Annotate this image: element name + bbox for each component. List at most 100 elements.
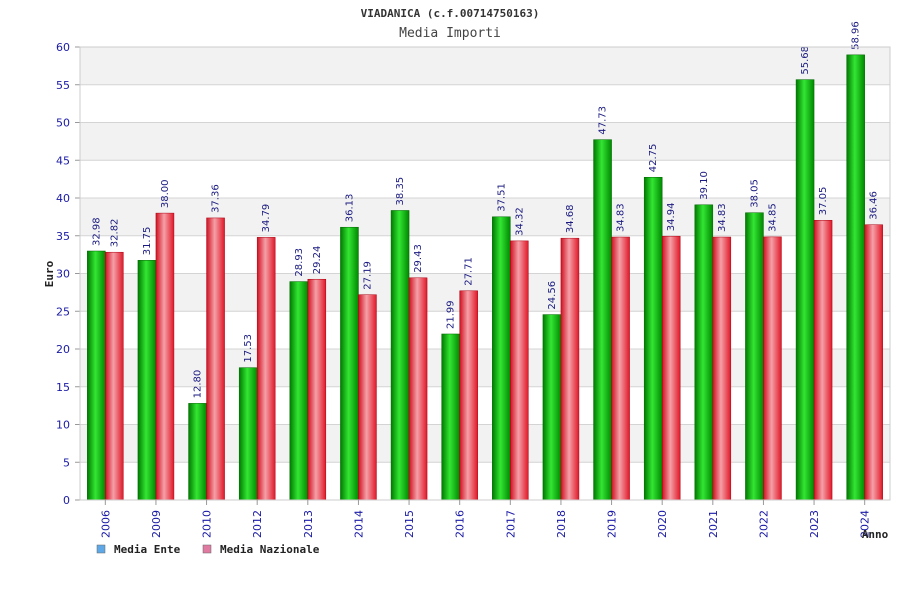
bar-media-ente-2015[interactable] (390, 210, 410, 501)
legend-label-media-nazionale: Media Nazionale (220, 543, 320, 556)
data-label: 55.68 (800, 46, 811, 75)
data-label: 17.53 (243, 334, 254, 363)
x-tick-label: 2010 (201, 510, 214, 538)
y-tick-label: 55 (56, 79, 70, 92)
bar-media-ente-2018[interactable] (542, 314, 562, 501)
bar-media-nazionale-2022[interactable] (763, 236, 782, 501)
y-tick-label: 35 (56, 230, 70, 243)
y-tick-label: 0 (63, 494, 70, 507)
data-label: 34.85 (767, 203, 778, 232)
data-label: 24.56 (547, 281, 558, 310)
bar-media-ente-2013[interactable] (289, 281, 309, 501)
data-label: 34.83 (717, 203, 728, 232)
x-tick-label: 2006 (99, 510, 112, 538)
y-tick-label: 15 (56, 381, 70, 394)
bar-media-ente-2019[interactable] (593, 139, 612, 501)
x-tick-label: 2015 (403, 510, 416, 538)
bar-media-nazionale-2019[interactable] (611, 236, 630, 501)
data-label: 27.71 (464, 257, 475, 286)
bar-media-nazionale-2017[interactable] (510, 240, 529, 501)
y-tick-label: 60 (56, 41, 70, 54)
bar-media-nazionale-2016[interactable] (459, 290, 478, 501)
x-tick-label: 2021 (707, 510, 720, 538)
bar-media-ente-2014[interactable] (340, 226, 359, 501)
data-label: 29.24 (312, 246, 323, 275)
bar-media-nazionale-2009[interactable] (155, 212, 175, 501)
bar-media-nazionale-2013[interactable] (307, 278, 327, 501)
plot-area-border (79, 46, 891, 501)
chart-title: VIADANICA (c.f.00714750163) (361, 7, 540, 20)
data-label: 37.51 (496, 183, 507, 212)
data-label: 38.35 (395, 177, 406, 206)
data-label: 38.00 (160, 179, 171, 208)
bar-media-ente-2017[interactable] (492, 216, 511, 501)
y-tick-label: 5 (63, 456, 70, 469)
bar-media-nazionale-2014[interactable] (358, 294, 377, 501)
data-label: 27.19 (362, 261, 373, 290)
x-tick-label: 2016 (454, 510, 467, 538)
x-tick-label: 2018 (555, 510, 568, 538)
y-tick-label: 30 (56, 268, 70, 281)
data-label: 37.36 (211, 184, 222, 213)
data-label: 38.05 (749, 179, 760, 208)
bar-media-ente-2024[interactable] (846, 54, 865, 501)
x-tick-label: 2019 (606, 510, 619, 538)
data-label: 28.93 (294, 248, 305, 277)
bar-media-ente-2020[interactable] (643, 176, 663, 501)
data-label: 32.82 (109, 219, 120, 248)
legend-swatch-media-ente (96, 544, 106, 554)
x-tick-label: 2009 (150, 510, 163, 538)
bar-media-nazionale-2024[interactable] (864, 224, 883, 501)
bar-media-ente-2010[interactable] (188, 403, 207, 501)
y-axis-title: Euro (43, 260, 56, 287)
grid-band (80, 160, 890, 198)
bar-media-nazionale-2020[interactable] (661, 235, 681, 501)
bar-media-nazionale-2010[interactable] (206, 217, 225, 501)
data-label: 39.10 (699, 171, 710, 200)
bar-media-ente-2012[interactable] (238, 367, 258, 501)
bar-media-nazionale-2012[interactable] (256, 237, 276, 501)
x-tick-label: 2012 (251, 510, 264, 538)
data-label: 42.75 (648, 144, 659, 173)
bar-media-ente-2022[interactable] (745, 212, 764, 501)
data-label: 34.83 (616, 203, 627, 232)
y-tick-label: 40 (56, 192, 70, 205)
data-label: 36.46 (869, 191, 880, 220)
legend-swatch-media-nazionale (202, 544, 212, 554)
y-tick-label: 50 (56, 117, 70, 130)
data-label: 29.43 (413, 244, 424, 273)
data-label: 47.73 (598, 106, 609, 135)
y-tick-label: 25 (56, 305, 70, 318)
bar-media-ente-2023[interactable] (795, 79, 815, 501)
data-label: 34.32 (514, 207, 525, 236)
y-tick-label: 20 (56, 343, 70, 356)
bar-media-ente-2006[interactable] (87, 250, 106, 501)
bar-media-nazionale-2015[interactable] (408, 277, 428, 501)
bar-media-nazionale-2018[interactable] (560, 237, 580, 501)
y-tick-label: 45 (56, 154, 70, 167)
grid-band (80, 84, 890, 123)
x-axis-title: Anno (862, 528, 889, 541)
data-label: 31.75 (142, 227, 153, 256)
data-label: 34.94 (666, 203, 677, 232)
legend-label-media-ente: Media Ente (114, 543, 181, 556)
data-label: 58.96 (851, 21, 862, 50)
bar-media-ente-2009[interactable] (137, 260, 157, 501)
x-tick-label: 2020 (656, 510, 669, 538)
x-tick-label: 2013 (302, 510, 315, 538)
grid-band (80, 47, 890, 85)
data-label: 12.80 (193, 370, 204, 399)
data-label: 32.98 (91, 217, 102, 246)
x-tick-label: 2023 (808, 510, 821, 538)
bar-media-nazionale-2006[interactable] (105, 251, 124, 501)
grid-band (80, 122, 890, 161)
x-tick-label: 2022 (757, 510, 770, 538)
bar-media-ente-2021[interactable] (694, 204, 714, 501)
bar-media-ente-2016[interactable] (441, 333, 460, 501)
data-label: 21.99 (446, 300, 457, 329)
bar-media-nazionale-2021[interactable] (712, 236, 732, 501)
bar-media-nazionale-2023[interactable] (813, 220, 833, 501)
chart-subtitle: Media Importi (399, 26, 501, 41)
data-label: 37.05 (818, 187, 829, 216)
